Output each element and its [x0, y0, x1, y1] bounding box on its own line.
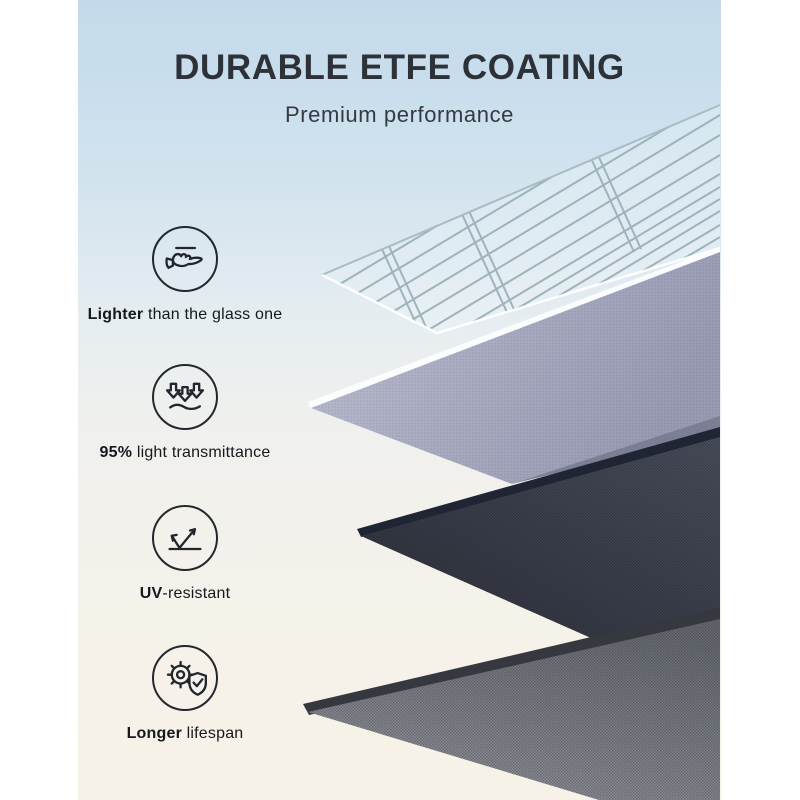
feature-item-lighter: Lighter than the glass one: [78, 226, 292, 324]
gray-backsheet-layer: [303, 607, 720, 800]
title-block: DURABLE ETFE COATING Premium performance: [78, 48, 721, 128]
feature-label: Longer lifespan: [126, 725, 244, 742]
feature-item-lifespan: Longer lifespan: [78, 645, 292, 743]
dark-cell-layer: [357, 427, 720, 650]
feature-item-uv: UV-resistant: [78, 505, 292, 603]
lavender-coating-layer: [308, 247, 720, 484]
feature-label: 95% light transmittance: [99, 444, 271, 461]
feature-icon-circle: [152, 505, 218, 571]
feature-icon-circle: [152, 364, 218, 430]
feature-label: UV-resistant: [139, 585, 231, 602]
etfe-film-grid-layer: [321, 104, 721, 335]
layer-stack-illustration: [303, 104, 721, 800]
page-subtitle: Premium performance: [284, 101, 515, 127]
feature-item-transmittance: 95% light transmittance: [78, 364, 292, 462]
feature-icon-circle: [152, 645, 218, 711]
hand-lightweight-icon: [165, 246, 203, 269]
image-content: DURABLE ETFE COATING Premium performance…: [78, 0, 721, 800]
feature-list: Lighter than the glass one 95% light tra…: [78, 0, 292, 800]
uv-reflect-arrows-icon: [168, 528, 202, 551]
gear-shield-check-icon: [166, 660, 207, 696]
feature-label: Lighter than the glass one: [87, 306, 283, 323]
light-transmittance-arrows-icon: [165, 382, 205, 411]
feature-icon-circle: [152, 226, 218, 292]
page-title: DURABLE ETFE COATING: [174, 48, 625, 87]
